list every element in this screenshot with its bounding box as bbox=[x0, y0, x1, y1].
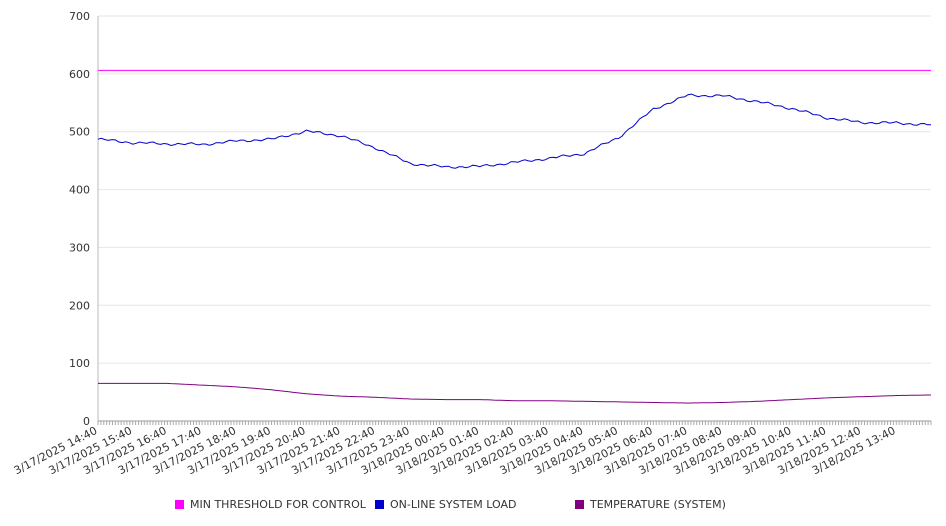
axes bbox=[97, 16, 932, 425]
legend: MIN THRESHOLD FOR CONTROL ON-LINE SYSTEM… bbox=[0, 498, 946, 514]
y-tick-label-700: 700 bbox=[69, 10, 90, 23]
legend-item-temperature: TEMPERATURE (SYSTEM) bbox=[575, 498, 726, 511]
series-line-on-line-system-load bbox=[97, 93, 931, 169]
legend-label-min-threshold: MIN THRESHOLD FOR CONTROL bbox=[190, 498, 366, 511]
y-tick-label-300: 300 bbox=[69, 241, 90, 254]
x-axis-tick-labels: 3/17/2025 14:403/17/2025 15:403/17/2025 … bbox=[12, 424, 898, 477]
y-axis-tick-labels: 0 100 200 300 400 500 600 700 bbox=[69, 10, 90, 428]
legend-label-temperature: TEMPERATURE (SYSTEM) bbox=[590, 498, 726, 511]
legend-swatch-temperature bbox=[575, 500, 584, 509]
series-lines bbox=[97, 69, 931, 404]
legend-swatch-min-threshold bbox=[175, 500, 184, 509]
y-tick-label-0: 0 bbox=[83, 415, 90, 428]
legend-label-system-load: ON-LINE SYSTEM LOAD bbox=[390, 498, 517, 511]
legend-swatch-system-load bbox=[375, 500, 384, 509]
y-tick-label-100: 100 bbox=[69, 357, 90, 370]
y-tick-label-200: 200 bbox=[69, 299, 90, 312]
y-tick-label-500: 500 bbox=[69, 126, 90, 139]
legend-item-system-load: ON-LINE SYSTEM LOAD bbox=[375, 498, 516, 511]
legend-item-min-threshold: MIN THRESHOLD FOR CONTROL bbox=[175, 498, 366, 511]
series-line-temperature-system bbox=[98, 382, 931, 404]
y-tick-label-600: 600 bbox=[69, 68, 90, 81]
gridlines bbox=[98, 15, 931, 364]
y-tick-label-400: 400 bbox=[69, 184, 90, 197]
